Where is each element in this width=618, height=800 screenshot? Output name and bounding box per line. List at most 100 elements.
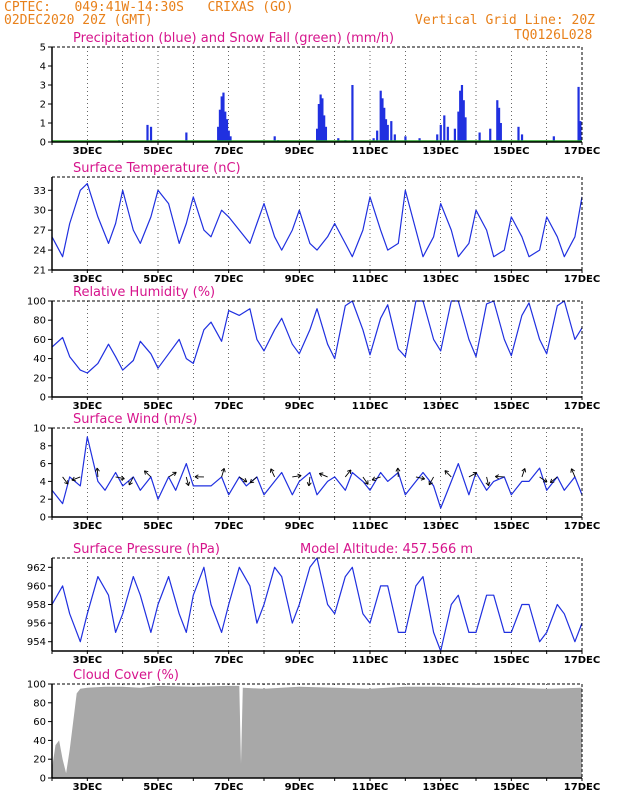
date-label: 15DEC	[493, 521, 529, 532]
date-label: 9DEC	[285, 146, 314, 157]
wind-arrow	[571, 468, 576, 478]
date-label: 11DEC	[352, 401, 388, 412]
wind-arrow	[428, 476, 434, 486]
y-tick-label: 33	[33, 186, 46, 197]
y-tick-label: 0	[40, 393, 46, 404]
y-tick-label: 10	[33, 424, 46, 435]
precip-bar	[227, 130, 230, 142]
precip-bar	[489, 128, 492, 142]
date-label: 5DEC	[143, 146, 172, 157]
y-tick-label: 60	[33, 335, 46, 346]
precip-bar	[478, 132, 481, 142]
y-tick-label: 962	[27, 563, 46, 574]
wind-arrow-head	[444, 470, 449, 475]
date-label: 17DEC	[564, 655, 600, 666]
wind-arrow-head	[242, 478, 248, 483]
date-label: 15DEC	[493, 274, 529, 285]
precip-bar	[383, 107, 386, 142]
wind-arrow	[292, 475, 302, 478]
date-label: 9DEC	[285, 274, 314, 285]
series-line	[51, 183, 583, 258]
y-tick-label: 1	[40, 119, 46, 130]
date-label: 5DEC	[143, 274, 172, 285]
date-label: 17DEC	[564, 401, 600, 412]
wind-arrow	[468, 472, 478, 478]
wind-arrow-head	[318, 472, 324, 477]
date-label: 13DEC	[422, 655, 458, 666]
panel-title: Surface Wind (m/s)	[73, 412, 197, 427]
date-label: 17DEC	[564, 274, 600, 285]
date-label: 5DEC	[143, 521, 172, 532]
wind-arrow-head	[420, 475, 426, 481]
precip-bar	[496, 100, 499, 142]
date-label: 7DEC	[214, 782, 243, 793]
date-label: 11DEC	[352, 521, 388, 532]
date-label: 5DEC	[143, 782, 172, 793]
wind-arrow-head	[472, 471, 478, 477]
header-grid-note: Vertical Grid Line: 20Z	[415, 13, 596, 28]
precip-bar	[222, 92, 225, 142]
wind-arrow-head	[71, 476, 76, 482]
y-tick-label: 5	[40, 43, 46, 54]
date-label: 5DEC	[143, 401, 172, 412]
date-label: 7DEC	[214, 655, 243, 666]
precip-bar	[459, 90, 462, 142]
wind-arrow	[128, 476, 134, 486]
y-tick-label: 0	[40, 138, 46, 149]
precip-bar	[453, 128, 456, 142]
y-tick-label: 24	[33, 246, 46, 257]
precip-bar	[384, 119, 388, 142]
y-tick-label: 0	[40, 513, 46, 524]
wind-arrow-head	[306, 482, 312, 487]
date-label: 3DEC	[73, 401, 102, 412]
y-tick-label: 20	[33, 373, 46, 384]
wind-arrow	[415, 476, 425, 480]
y-tick-label: 27	[33, 226, 46, 237]
precip-bar	[324, 126, 328, 142]
date-label: 11DEC	[352, 782, 388, 793]
wind-arrow	[221, 468, 225, 478]
wind-arrow	[444, 470, 452, 478]
date-label: 15DEC	[493, 401, 529, 412]
precip-bar	[393, 134, 396, 142]
precip-bar	[220, 96, 223, 142]
wind-arrow-head	[495, 474, 500, 480]
header-run-time: 02DEC2020 20Z (GMT)	[4, 13, 153, 28]
y-tick-label: 6	[40, 459, 46, 470]
y-tick-label: 40	[33, 354, 46, 365]
wind-arrow-head	[364, 480, 369, 485]
precip-bar	[379, 90, 382, 142]
y-tick-label: 3	[40, 81, 46, 92]
date-label: 3DEC	[73, 655, 102, 666]
precip-bar	[224, 111, 227, 142]
date-label: 3DEC	[73, 274, 102, 285]
wind-arrow-head	[249, 478, 255, 484]
wind-arrow-head	[297, 473, 302, 479]
precip-bar	[462, 100, 465, 142]
wind-arrow	[539, 476, 548, 483]
header-model-code: TQ0126L028	[514, 28, 593, 43]
precip-bar	[337, 138, 340, 142]
precip-bar	[273, 136, 276, 142]
precip-bar	[499, 123, 502, 142]
precip-bar	[520, 134, 524, 142]
wind-arrow-head	[549, 478, 555, 484]
precip-bar	[404, 136, 407, 142]
series-line	[51, 557, 583, 652]
precip-bar	[443, 115, 446, 142]
model-altitude-label: Model Altitude: 457.566 m	[300, 542, 473, 557]
wind-arrow-head	[542, 478, 548, 483]
wind-arrow-head	[347, 469, 352, 474]
wind-arrow-head	[521, 468, 527, 473]
y-tick-label: 2	[40, 100, 46, 111]
panel-title: Cloud Cover (%)	[73, 668, 179, 683]
wind-arrow-head	[64, 480, 69, 485]
y-tick-label: 958	[27, 600, 46, 611]
wind-arrow	[71, 476, 81, 481]
wind-arrow	[270, 468, 276, 478]
precip-bar	[497, 107, 501, 142]
precip-bar	[351, 85, 354, 142]
y-tick-label: 954	[27, 637, 46, 648]
precip-bar	[446, 126, 449, 142]
